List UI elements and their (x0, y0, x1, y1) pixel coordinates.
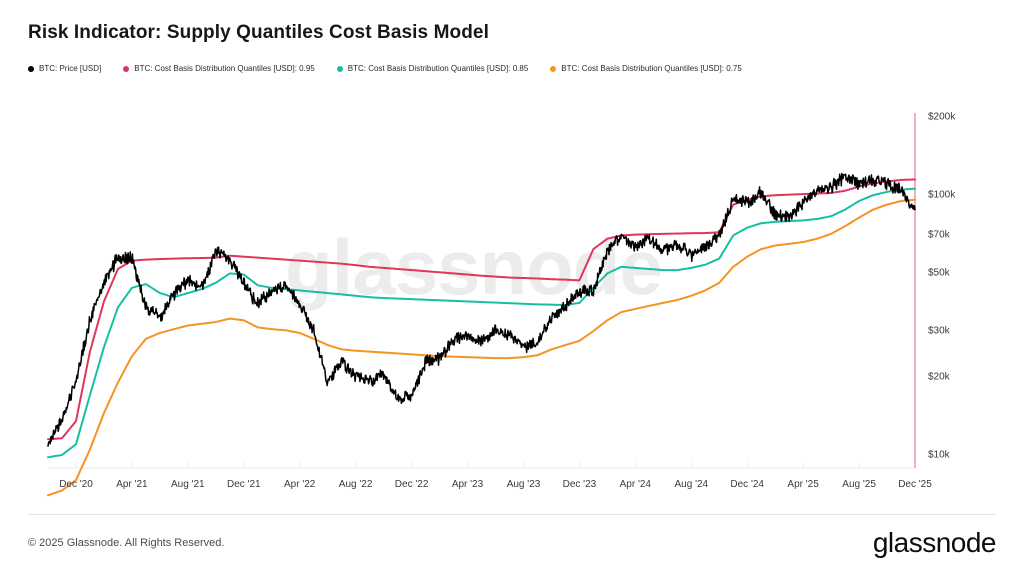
series-line-q95 (47, 178, 916, 441)
legend-label-price: BTC: Price [USD] (39, 64, 102, 73)
plot-area: glassnode $200k $100k $70k $50k $30k $20k $10k… (47, 112, 955, 497)
legend-swatch-q85-icon (336, 66, 343, 72)
chart-legend: BTC: Price [USD] BTC: Cost Basis Distribu… (28, 65, 742, 73)
series-line-q85 (47, 187, 916, 459)
footer-divider (28, 514, 996, 515)
footer: © 2025 Glassnode. All Rights Reserved. g… (0, 514, 1024, 576)
series-line-q75 (47, 198, 916, 497)
legend-swatch-price-icon (28, 66, 34, 72)
page-title: Risk Indicator: Supply Quantiles Cost Ba… (28, 22, 489, 43)
legend-label-q95: BTC: Cost Basis Distribution Quantiles [… (134, 64, 315, 73)
series-line-price (47, 172, 916, 447)
legend-item-q75[interactable]: BTC: Cost Basis Distribution Quantiles [… (550, 65, 742, 73)
legend-item-q95[interactable]: BTC: Cost Basis Distribution Quantiles [… (123, 65, 315, 73)
copyright-text: © 2025 Glassnode. All Rights Reserved. (28, 537, 225, 549)
brand-logo: glassnode (872, 527, 997, 558)
legend-label-q85: BTC: Cost Basis Distribution Quantiles [… (347, 64, 529, 73)
legend-label-q75: BTC: Cost Basis Distribution Quantiles [… (561, 64, 742, 73)
legend-item-price[interactable]: BTC: Price [USD] (28, 65, 101, 73)
legend-swatch-q95-icon (123, 66, 130, 72)
legend-item-q85[interactable]: BTC: Cost Basis Distribution Quantiles [… (336, 64, 529, 73)
chart-svg (47, 113, 916, 497)
legend-swatch-q75-icon (550, 66, 557, 72)
